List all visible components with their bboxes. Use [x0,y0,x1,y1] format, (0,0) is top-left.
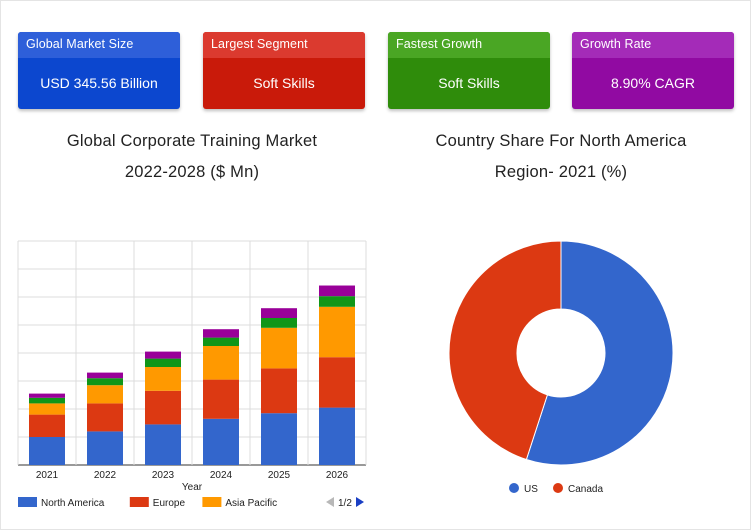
legend-label: Canada [568,484,603,495]
bar-segment-north-america [319,407,355,465]
legend-pager[interactable]: 1/2 [326,497,364,509]
donut-slice-canada [448,240,562,461]
kpi-label: Global Market Size [26,37,134,51]
pie-chart-title-line2: Region- 2021 (%) [494,163,628,181]
legend-marker [509,483,519,493]
bar-segment-asia-pacific [145,367,181,391]
bar-segment-europe [203,379,239,419]
legend-page-indicator: 1/2 [338,498,352,509]
bar-grid [17,240,367,466]
kpi-card-fastest-growth: Fastest Growth Soft Skills [388,32,550,109]
x-tick-label: 2023 [152,470,175,481]
bar-segment-north-america [145,424,181,465]
bar-segment-asia-pacific [87,385,123,404]
x-tick-label: 2021 [36,470,59,481]
bar-segment-europe [319,357,355,408]
bar-x-axis-label: Year [182,482,203,493]
kpi-card-largest-segment: Largest Segment Soft Skills [203,32,365,109]
bar-segment-europe [261,368,297,414]
bar-segment-europe [87,403,123,432]
legend-swatch [129,497,149,507]
kpi-card-header [203,32,365,58]
legend-label: US [524,484,538,495]
legend-label: Asia Pacific [225,498,277,509]
legend-swatch [18,497,37,507]
bar-segment-europe [145,390,181,425]
legend-swatch [202,497,222,507]
legend-label: Europe [153,498,186,509]
bar-segment-series-5 [145,351,181,359]
bar-segment-series-4 [319,296,355,307]
kpi-card-growth-rate: Growth Rate 8.90% CAGR [572,32,734,109]
bar-chart-title-line2: 2022-2028 ($ Mn) [124,163,260,181]
kpi-card-header [388,32,550,58]
bar-segment-series-4 [145,358,181,367]
pie-chart-title-line1: Country Share For North America [435,132,687,150]
bar-segment-series-4 [203,337,239,346]
bar-segment-series-4 [29,397,65,404]
bar-segment-north-america [261,413,297,465]
donut-slice-us [525,240,674,466]
bar-segment-series-5 [261,308,297,318]
bar-segment-asia-pacific [319,306,355,358]
kpi-label: Fastest Growth [396,37,483,51]
kpi-card-market-size: Global Market Size USD 345.56 Billion [18,32,180,109]
bar-chart-title: Global Corporate Training Market 2022-20… [12,126,372,188]
legend-label: North America [41,498,105,509]
legend-marker [553,483,563,493]
kpi-value: USD 345.56 Billion [40,75,158,91]
kpi-value: Soft Skills [253,75,315,91]
kpi-value: Soft Skills [438,75,500,91]
bar-segment-asia-pacific [261,327,297,369]
donut-chart: US Canada [448,240,674,495]
bar-segment-series-4 [261,318,297,328]
bar-segment-europe [29,414,65,437]
x-tick-label: 2026 [326,470,349,481]
bar-legend: North America Europe Asia Pacific [18,497,277,509]
donut-legend: US Canada [509,483,603,495]
bar-segment-north-america [29,437,65,465]
bar-segment-north-america [203,418,239,465]
bar-segment-north-america [87,431,123,465]
pie-chart-title: Country Share For North America Region- … [381,126,741,188]
legend-next-icon[interactable] [356,497,364,507]
bar-marks [29,285,355,465]
x-tick-label: 2022 [94,470,117,481]
bar-segment-series-5 [203,329,239,338]
bar-segment-asia-pacific [29,403,65,415]
bar-chart-title-line1: Global Corporate Training Market [66,132,318,150]
bar-segment-series-5 [87,372,123,379]
bar-segment-series-4 [87,378,123,386]
bar-chart: 2021 2022 2023 2024 2025 2026 Year North Amer… [17,240,367,509]
kpi-card-header [18,32,180,58]
bar-segment-series-5 [319,285,355,297]
legend-prev-icon[interactable] [326,497,334,507]
donut-slices [448,240,674,466]
bar-x-ticks: 2021 2022 2023 2024 2025 2026 [36,470,349,481]
x-tick-label: 2024 [210,470,233,481]
kpi-value: 8.90% CAGR [610,75,696,91]
bar-segment-asia-pacific [203,346,239,380]
x-tick-label: 2025 [268,470,291,481]
kpi-card-header [572,32,734,58]
kpi-label: Largest Segment [211,37,308,51]
bar-segment-series-5 [29,393,65,398]
kpi-label: Growth Rate [580,37,652,51]
